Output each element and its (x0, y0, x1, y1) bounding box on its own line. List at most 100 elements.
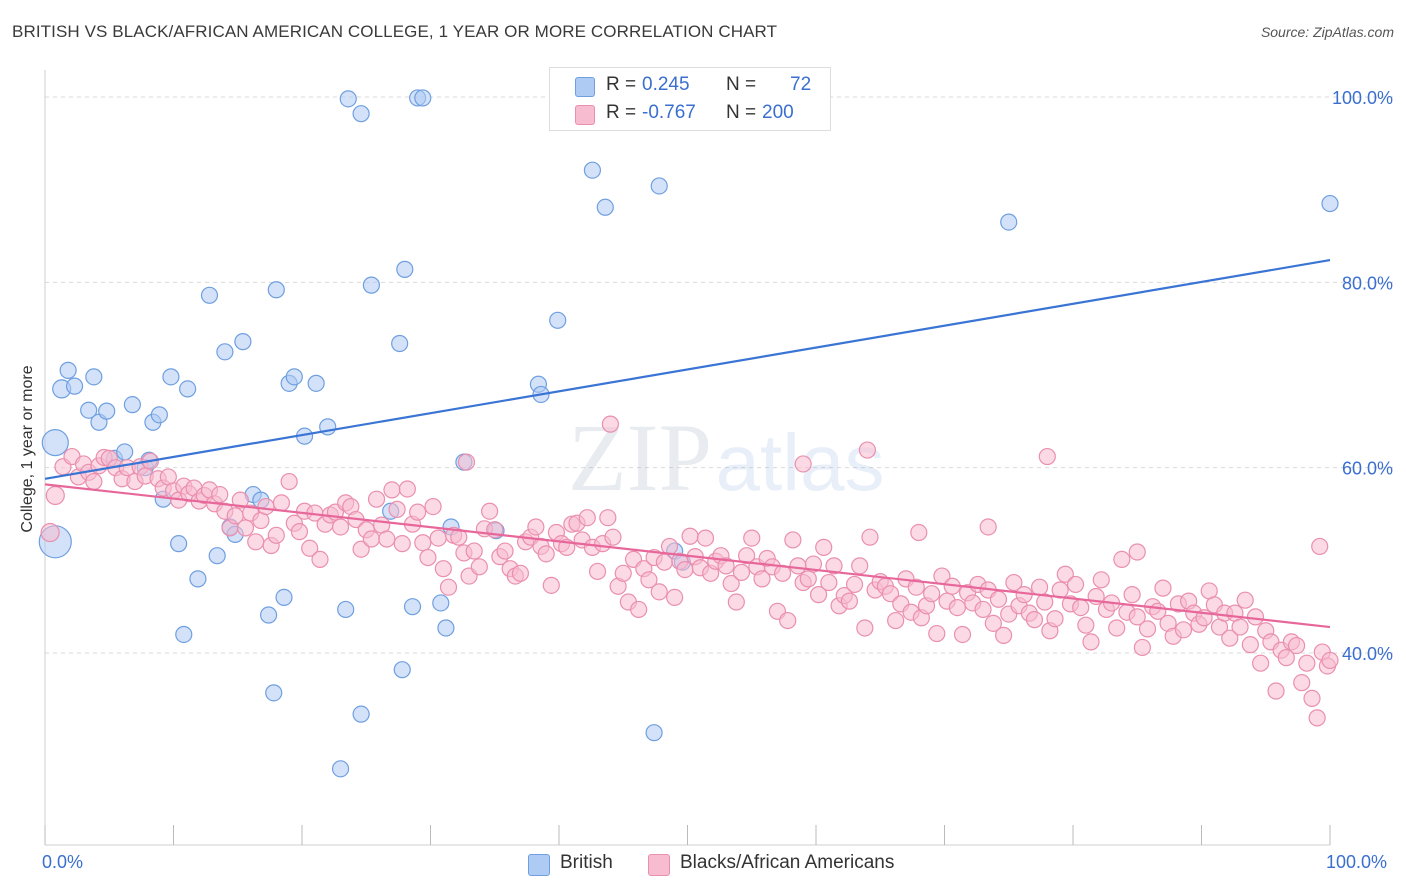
series-legend: British Blacks/African Americans (0, 852, 1406, 878)
data-point (789, 557, 807, 575)
correlation-legend: R = 0.245 N = 72 R = -0.767 N = 200 (549, 67, 831, 131)
data-point (851, 557, 869, 575)
data-point (907, 578, 925, 596)
data-point (1030, 578, 1049, 596)
data-point (367, 490, 386, 508)
data-point (393, 535, 411, 553)
data-point (41, 429, 69, 457)
data-point (601, 415, 620, 433)
data-point (40, 522, 60, 543)
legend-r-value: 0.245 (642, 74, 690, 95)
data-point (391, 334, 409, 353)
data-point (432, 594, 450, 612)
data-point (414, 89, 432, 107)
data-point (722, 574, 740, 593)
y-tick-labels: 100.0% 80.0% 60.0% 40.0% (1332, 88, 1393, 664)
data-point (779, 611, 797, 630)
data-point (1221, 629, 1239, 647)
data-point (1287, 636, 1306, 655)
legend-r-value: -0.767 (642, 102, 696, 123)
y-tick-label: 100.0% (1332, 88, 1393, 108)
legend-swatch-black (575, 105, 595, 125)
data-point (1133, 638, 1151, 657)
data-point (578, 509, 596, 527)
data-point (738, 547, 756, 565)
legend-n-label: N = (726, 74, 757, 95)
data-point (352, 705, 370, 723)
data-point (923, 585, 941, 603)
data-point (175, 625, 193, 644)
data-point (717, 557, 735, 575)
data-point (881, 585, 900, 603)
data-point (614, 564, 632, 582)
data-point (1267, 682, 1285, 700)
data-point (1277, 649, 1295, 667)
data-point (189, 570, 207, 588)
data-point (362, 276, 380, 294)
data-point (331, 760, 350, 778)
data-point (856, 619, 874, 637)
data-point (995, 626, 1013, 644)
data-point (437, 619, 455, 637)
data-point (98, 402, 116, 420)
data-point (1321, 651, 1339, 670)
data-point (398, 480, 416, 498)
data-point (414, 534, 432, 552)
chart-title: BRITISH VS BLACK/AFRICAN AMERICAN COLLEG… (12, 22, 778, 41)
data-point (784, 531, 802, 549)
data-point (676, 560, 694, 579)
data-point (200, 286, 219, 304)
data-point (265, 684, 283, 702)
data-point (840, 592, 859, 610)
data-point (1046, 610, 1064, 628)
y-axis-label: College, 1 year or more (19, 365, 36, 533)
data-point (1072, 598, 1090, 617)
data-point (65, 377, 84, 395)
data-point (1298, 654, 1316, 672)
data-point (815, 538, 833, 556)
data-point (450, 528, 468, 546)
watermark: ZIP atlas (568, 404, 884, 511)
data-point (290, 523, 309, 541)
data-point (429, 529, 447, 547)
data-point (280, 472, 298, 491)
data-point (537, 545, 555, 563)
data-point (1303, 689, 1321, 708)
data-point (439, 578, 458, 596)
data-point (272, 494, 291, 512)
data-point (979, 518, 997, 536)
data-point (339, 90, 357, 108)
data-point (1308, 709, 1326, 727)
x-tick-min: 0.0% (42, 852, 84, 872)
data-point (1311, 537, 1329, 556)
data-point (1082, 633, 1100, 651)
data-point (511, 564, 530, 582)
data-point (1236, 591, 1254, 609)
data-point (470, 558, 488, 576)
data-point (861, 528, 879, 546)
data-point (1038, 447, 1056, 466)
data-point (666, 588, 684, 607)
data-point (989, 590, 1008, 608)
data-point (234, 333, 252, 351)
data-point (1113, 550, 1131, 569)
data-point (1128, 543, 1146, 561)
data-point (170, 535, 188, 553)
legend-swatch-british (575, 77, 595, 97)
data-point (1321, 194, 1339, 213)
y-tick-label: 40.0% (1342, 644, 1393, 664)
data-point (352, 105, 370, 123)
data-point (804, 555, 823, 573)
data-point (887, 611, 905, 630)
data-point (383, 481, 401, 499)
data-point (1066, 575, 1085, 594)
data-point (275, 588, 293, 607)
legend-r-label: R = (606, 74, 637, 95)
data-point (116, 443, 134, 461)
data-point (650, 583, 668, 601)
data-point (588, 562, 607, 581)
data-point (630, 600, 648, 619)
data-point (301, 539, 319, 557)
data-point (465, 542, 483, 560)
series-black (40, 415, 1339, 727)
